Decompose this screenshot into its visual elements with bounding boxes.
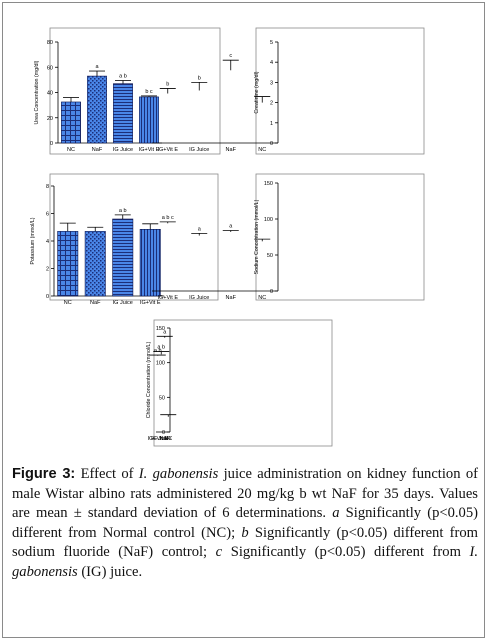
y-tick-label: 0: [46, 294, 49, 300]
y-tick-label: 100: [156, 361, 165, 367]
y-tick-label: 1: [270, 121, 273, 127]
y-tick-label: 2: [46, 267, 49, 273]
x-tick-label: IG+Vit E: [139, 147, 160, 153]
chart-frame: [153, 319, 333, 447]
y-tick-label: 0: [270, 141, 273, 147]
chart-panel-2: 0 1 2 3 4 5 Creatinine (mg/dl) NC c NaF b IG Juice b…: [152, 27, 425, 155]
x-tick-label: NC: [258, 295, 266, 301]
bar: [57, 231, 79, 297]
bar: [112, 218, 134, 297]
x-tick-label: IG Juice: [113, 300, 133, 306]
y-tick-label: 0: [50, 141, 53, 147]
significance-label: a b: [154, 348, 162, 354]
y-tick-label: 100: [264, 217, 273, 223]
x-tick-label: NaF: [90, 300, 101, 306]
chart-panel-5: 0 50 100 150 Chloride Concentration (mmol/L)…: [146, 319, 333, 447]
y-axis-label: Potassium (mmol/L): [30, 217, 36, 264]
y-tick-label: 4: [46, 239, 49, 245]
caption-run: I. gabonensis: [12, 544, 478, 580]
x-tick-label: NaF: [160, 436, 171, 442]
x-tick-label: IG+Vit E: [157, 147, 178, 153]
y-tick-label: 6: [46, 212, 49, 218]
y-tick-label: 40: [47, 91, 53, 97]
chart-panel-3: 0 2 4 6 8 Potassium (mmol/L) NC NaF a b IG Juice I…: [30, 173, 219, 306]
caption-run: juice administration on kidney function …: [12, 466, 478, 522]
significance-label: a: [229, 224, 233, 230]
caption-run: Significantly (p<0.05) different from so…: [12, 524, 478, 561]
significance-label: a b: [119, 74, 127, 80]
y-tick-label: 0: [270, 289, 273, 295]
significance-label: b: [166, 81, 169, 87]
caption-run: I. gabonensis: [138, 466, 219, 482]
caption-text: Effect of I. gabonensis juice administra…: [12, 466, 478, 580]
y-axis-label: Urea Concentration (mg/dl): [34, 60, 40, 124]
chart-frame: [255, 27, 425, 155]
x-tick-label: NC: [164, 436, 172, 442]
caption-run: a: [332, 505, 340, 522]
caption-run: c: [215, 544, 223, 561]
x-tick-label: NC: [67, 147, 75, 153]
y-tick-label: 150: [156, 326, 165, 332]
bar: [87, 75, 107, 144]
caption-run: b: [241, 524, 249, 541]
y-tick-label: 20: [47, 116, 53, 122]
x-tick-label: IG Juice: [189, 147, 209, 153]
y-axis-label: Sodium Concentration (mmol/L): [254, 199, 260, 274]
y-tick-label: 3: [270, 80, 273, 86]
bar: [139, 96, 159, 144]
significance-label: a b: [157, 345, 165, 351]
x-tick-label: IG+Vit E: [147, 436, 168, 442]
x-tick-label: NC: [64, 300, 72, 306]
significance-label: a: [95, 64, 99, 70]
significance-label: c: [229, 53, 232, 59]
y-tick-label: 2: [270, 101, 273, 107]
y-tick-label: 50: [267, 253, 273, 259]
significance-label: a b c: [162, 215, 174, 221]
y-tick-label: 80: [47, 40, 53, 46]
significance-label: b c: [145, 89, 153, 95]
y-tick-label: 150: [264, 181, 273, 187]
y-tick-label: 4: [270, 60, 273, 66]
x-tick-label: NaF: [226, 147, 237, 153]
caption-run: Significantly (p<0.05) different from: [222, 544, 470, 561]
caption-run: (IG) juice.: [77, 563, 143, 580]
x-tick-label: IG Juice: [113, 147, 133, 153]
x-tick-label: IG Juice: [189, 295, 209, 301]
significance-label: a: [198, 226, 202, 232]
chart-panel-4: 0 50 100 150 Sodium Concentration (mmol/L) NC…: [152, 173, 425, 301]
bar: [113, 83, 133, 144]
y-tick-label: 8: [46, 184, 49, 190]
significance-label: a b: [119, 208, 127, 214]
bar: [139, 229, 161, 297]
y-tick-label: 60: [47, 65, 53, 71]
x-tick-label: NC: [258, 147, 266, 153]
y-tick-label: 50: [159, 395, 165, 401]
figure-caption: Figure 3: Effect of I. gabonensis juice …: [12, 465, 478, 583]
chart-frame: [49, 173, 219, 301]
figure-frame: [2, 2, 485, 638]
chart-frame: [49, 27, 221, 155]
x-tick-label: IG+Vit E: [140, 300, 161, 306]
x-tick-label: IG Juice: [151, 436, 171, 442]
figure-label: Figure 3:: [12, 466, 76, 482]
y-axis-label: Creatinine (mg/dl): [254, 71, 260, 113]
significance-label: b: [198, 75, 201, 81]
bar: [61, 101, 81, 144]
chart-panel-1: 0 20 40 60 80 Urea Concentration (mg/dl) NC a Na…: [34, 27, 221, 155]
bar: [84, 231, 106, 297]
caption-run: Effect of: [75, 466, 139, 482]
x-tick-label: IG+Vit E: [157, 295, 178, 301]
y-tick-label: 5: [270, 40, 273, 46]
caption-run: Significantly (p<0.05) different from No…: [12, 505, 478, 541]
chart-frame: [255, 173, 425, 301]
y-tick-label: 0: [162, 430, 165, 436]
significance-label: a: [163, 329, 167, 335]
x-tick-label: NaF: [226, 295, 237, 301]
y-axis-label: Chloride Concentration (mmol/L): [146, 341, 152, 418]
x-tick-label: NaF: [92, 147, 103, 153]
